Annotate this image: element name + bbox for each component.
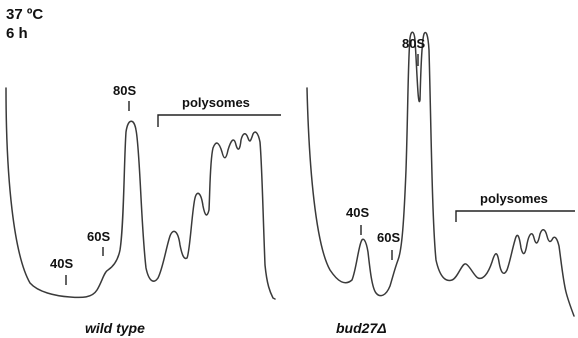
caption-bud27: bud27Δ (336, 320, 387, 336)
peak-label-40s-wt: 40S (50, 256, 73, 271)
polysome-bracket-wt (157, 114, 281, 127)
condition-time: 6 h (6, 25, 28, 42)
trace-wild-type (5, 87, 276, 300)
peak-label-40s-bud27: 40S (346, 205, 369, 220)
condition-temperature: 37 ºC (6, 6, 43, 23)
peak-label-80s-wt: 80S (113, 83, 136, 98)
caption-wild-type: wild type (85, 320, 145, 336)
peak-label-80s-bud27: 80S (402, 36, 425, 51)
trace-bud27 (306, 31, 575, 317)
polysome-bracket-bud27 (455, 210, 575, 222)
polysomes-label-bud27: polysomes (480, 191, 548, 206)
polysomes-label-wt: polysomes (182, 95, 250, 110)
profile-wild-type: 40S 60S 80S polysomes wild type (5, 83, 281, 336)
profile-bud27: 40S 60S 80S polysomes bud27Δ (306, 31, 575, 336)
peak-label-60s-wt: 60S (87, 229, 110, 244)
peak-label-60s-bud27: 60S (377, 230, 400, 245)
